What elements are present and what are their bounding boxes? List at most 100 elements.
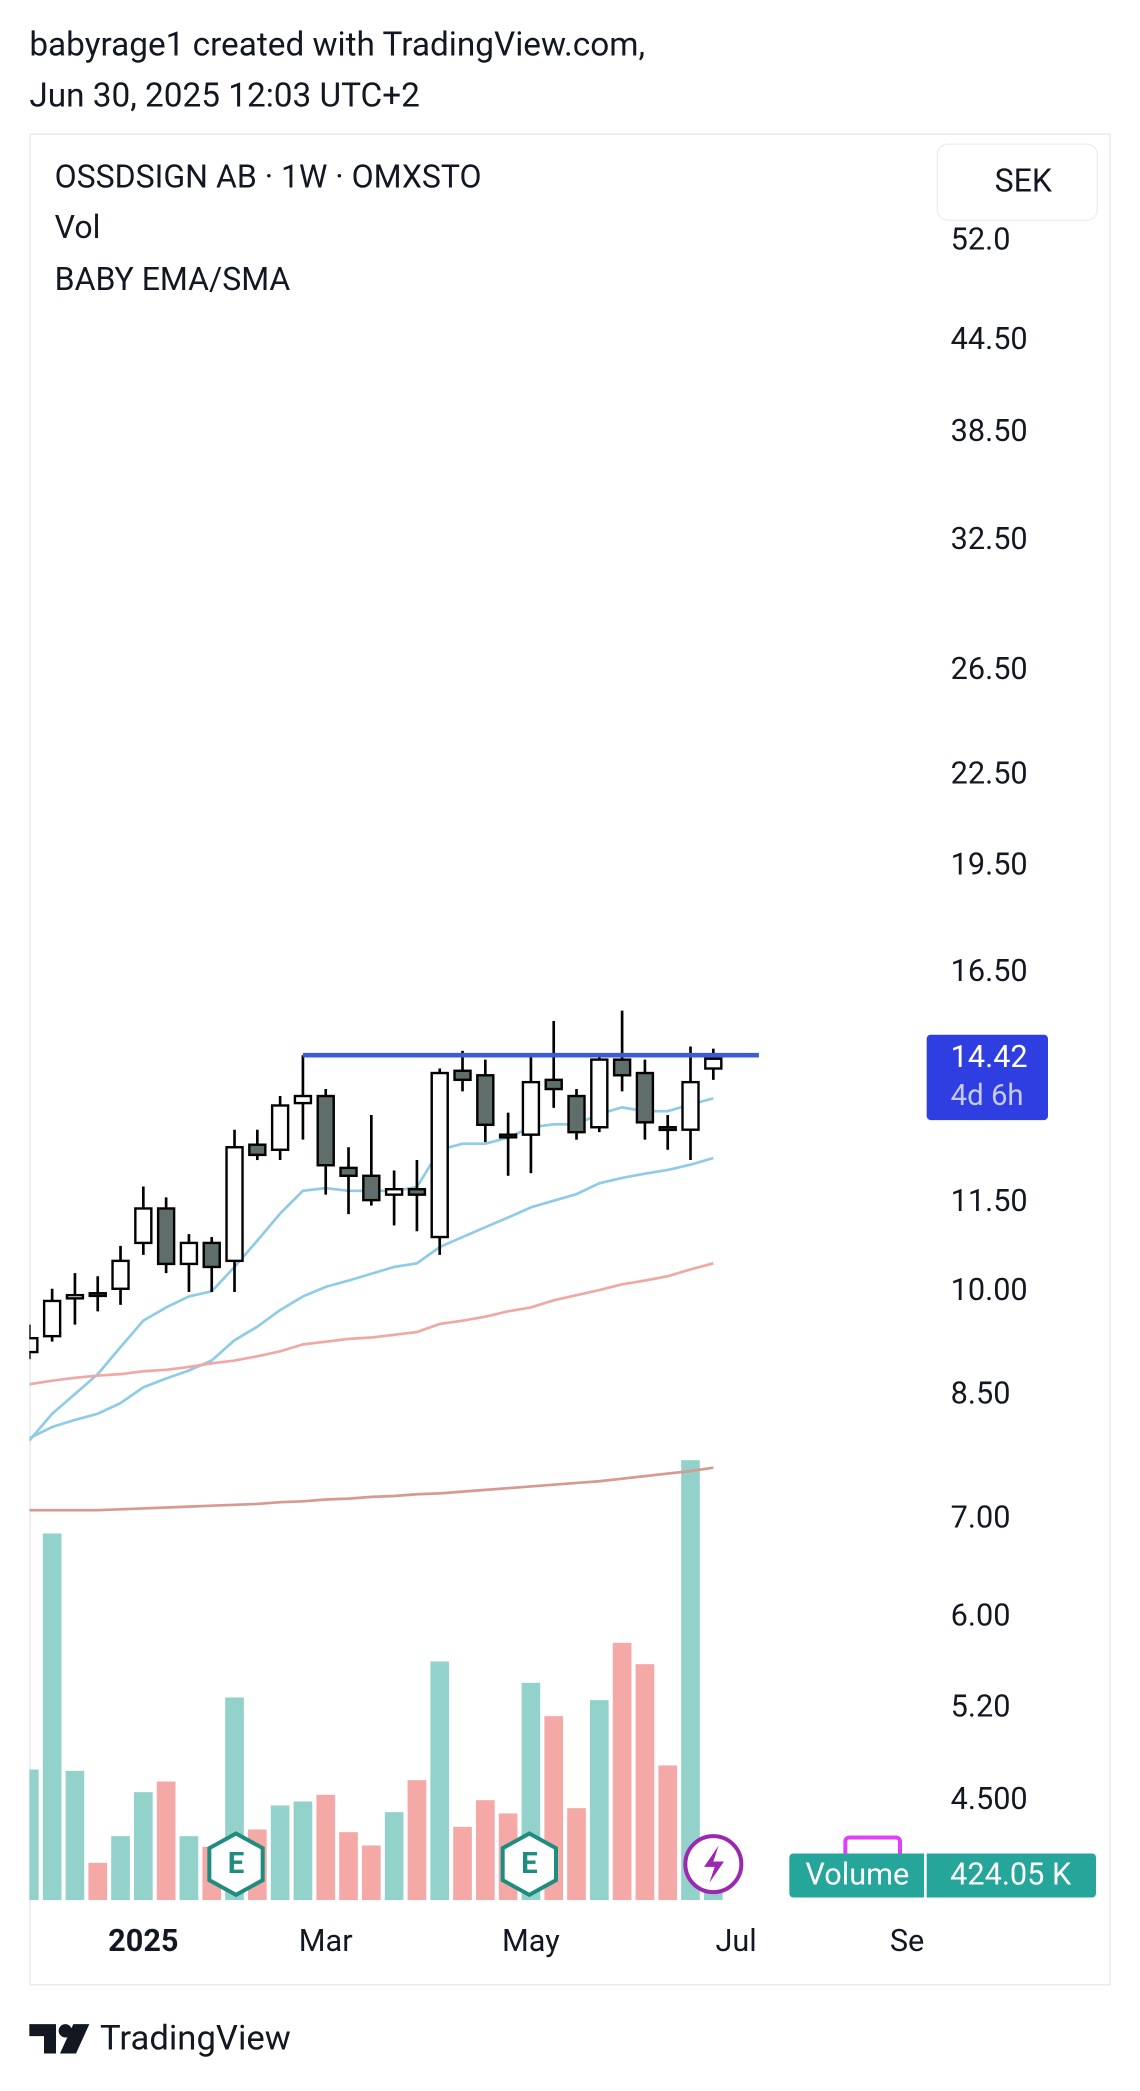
candle-body [339, 1166, 358, 1177]
volume-bar [156, 1781, 176, 1901]
x-tick-label: Jul [715, 1924, 756, 1959]
volume-bar [589, 1700, 609, 1901]
y-tick-label: 44.50 [951, 322, 1028, 357]
candle-body [156, 1207, 176, 1266]
volume-bar [612, 1642, 632, 1901]
header-line: babyrage1 created with TradingView.com, [29, 26, 645, 65]
y-tick-label: 26.50 [951, 652, 1028, 687]
candle-body [29, 1337, 39, 1354]
candle-body [293, 1094, 313, 1105]
moving-average [29, 1466, 714, 1512]
volume-bar [635, 1664, 655, 1901]
y-tick-label: 16.50 [951, 954, 1028, 989]
y-tick-label: 8.50 [951, 1377, 1011, 1412]
brand-logo [29, 2024, 90, 2054]
y-tick-label: 32.50 [951, 522, 1028, 557]
candle-body [612, 1058, 632, 1077]
candle-body [430, 1071, 449, 1239]
last-price: 14.42 [951, 1040, 1028, 1075]
moving-average [29, 1262, 714, 1386]
volume-bar [361, 1845, 381, 1901]
y-tick-label: 38.50 [951, 414, 1028, 449]
volume-bar [475, 1800, 495, 1901]
volume-bar [703, 1888, 723, 1901]
volume-bar [270, 1805, 290, 1901]
volume-bar [384, 1812, 404, 1901]
currency-button[interactable] [936, 143, 1098, 221]
legend-line: OSSDSIGN AB · 1W · OMXSTO [55, 157, 482, 195]
last-price-label [926, 1034, 1048, 1121]
y-tick-label: 7.00 [951, 1500, 1011, 1535]
volume-bar [29, 1769, 39, 1901]
candle-body [704, 1057, 723, 1070]
volume-bar [293, 1801, 313, 1901]
svg-text:E: E [228, 1847, 245, 1881]
y-tick-label: 4.500 [951, 1782, 1028, 1817]
earnings-icon[interactable]: E [207, 1831, 265, 1898]
x-tick-label: 2025 [108, 1924, 178, 1959]
legend-line: BABY EMA/SMA [55, 260, 291, 298]
x-tick-label: May [502, 1924, 560, 1959]
y-tick-label: 22.50 [951, 756, 1028, 791]
candle-body [590, 1058, 609, 1129]
candle-body [248, 1143, 267, 1157]
price-axis: 52.0 44.50 38.50 32.50 26.50 22.50 19.50 16.50 1… [108, 223, 1028, 1959]
candle-body [179, 1241, 199, 1266]
candle-body [111, 1259, 130, 1290]
volume-bar [339, 1832, 358, 1901]
volume-badge [789, 1853, 1096, 1898]
earnings-icon[interactable]: E [500, 1831, 558, 1898]
candle-body [635, 1071, 655, 1124]
volume-bar [407, 1780, 427, 1901]
volume-bar [88, 1862, 108, 1901]
candle-body [681, 1080, 700, 1131]
y-tick-label: 19.50 [951, 848, 1028, 883]
candle-body [384, 1188, 404, 1196]
x-tick-label: Mar [299, 1924, 353, 1959]
brand-name: TradingView [100, 2018, 291, 2058]
event-icon[interactable] [683, 1834, 744, 1895]
countdown: 4d 6h [951, 1079, 1024, 1113]
volume-bar [316, 1794, 336, 1901]
plot-area [29, 1010, 723, 1901]
chart-frame [29, 133, 1111, 1986]
moving-average [29, 1156, 714, 1440]
candle-body [88, 1292, 107, 1298]
candle-body [202, 1241, 221, 1269]
volume-bar [179, 1836, 199, 1901]
candle-body [225, 1146, 244, 1263]
candle-body [270, 1104, 290, 1151]
candle-body [658, 1126, 677, 1132]
candle-body [42, 1299, 62, 1338]
volume-bar [111, 1836, 130, 1901]
volume-bar [658, 1765, 678, 1901]
y-tick-label: 52.0 [951, 223, 1011, 258]
volume-bar [567, 1808, 586, 1901]
candle-body [498, 1133, 518, 1139]
overlay: 14.42 4d 6h [302, 1034, 1048, 1121]
candle-body [521, 1080, 541, 1136]
legend-line: Vol [55, 208, 101, 246]
candle-body [476, 1074, 495, 1126]
y-tick-label: 10.00 [951, 1273, 1028, 1308]
header-line: Jun 30, 2025 12:03 UTC+2 [29, 76, 420, 115]
candle-body [134, 1207, 153, 1245]
volume-bar [42, 1533, 62, 1901]
volume-last: 424.05 K [950, 1857, 1072, 1892]
x-tick-label: Se [890, 1924, 924, 1959]
candle-body [567, 1094, 586, 1134]
candle-body [362, 1174, 381, 1202]
volume-bar [430, 1661, 450, 1901]
currency-label[interactable]: SEK [995, 161, 1053, 199]
volume-bar [681, 1460, 700, 1901]
candle-body [316, 1094, 335, 1167]
candle-body [65, 1293, 85, 1300]
y-tick-label: 11.50 [951, 1184, 1028, 1219]
svg-text:E: E [521, 1847, 538, 1881]
candle-body [544, 1078, 563, 1091]
volume-bar [65, 1770, 85, 1901]
volume-bar [453, 1826, 472, 1901]
volume-bar [133, 1792, 153, 1901]
